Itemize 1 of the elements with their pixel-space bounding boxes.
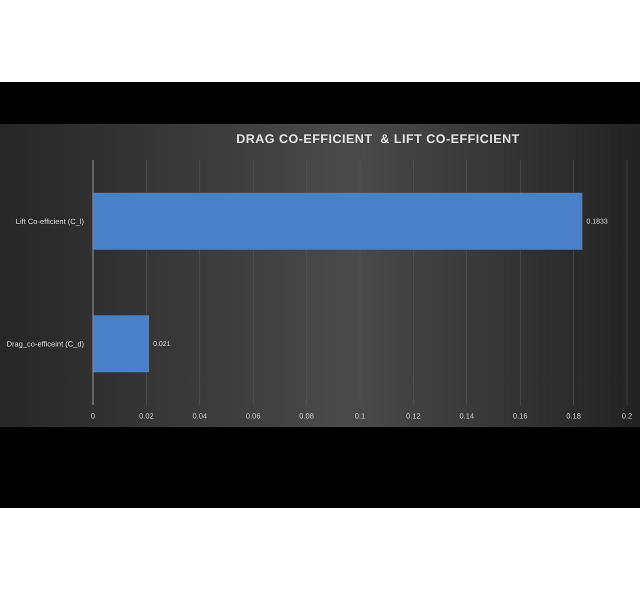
chart-title: DRAG CO-EFFICIENT & LIFT CO-EFFICIENT [236, 132, 520, 146]
